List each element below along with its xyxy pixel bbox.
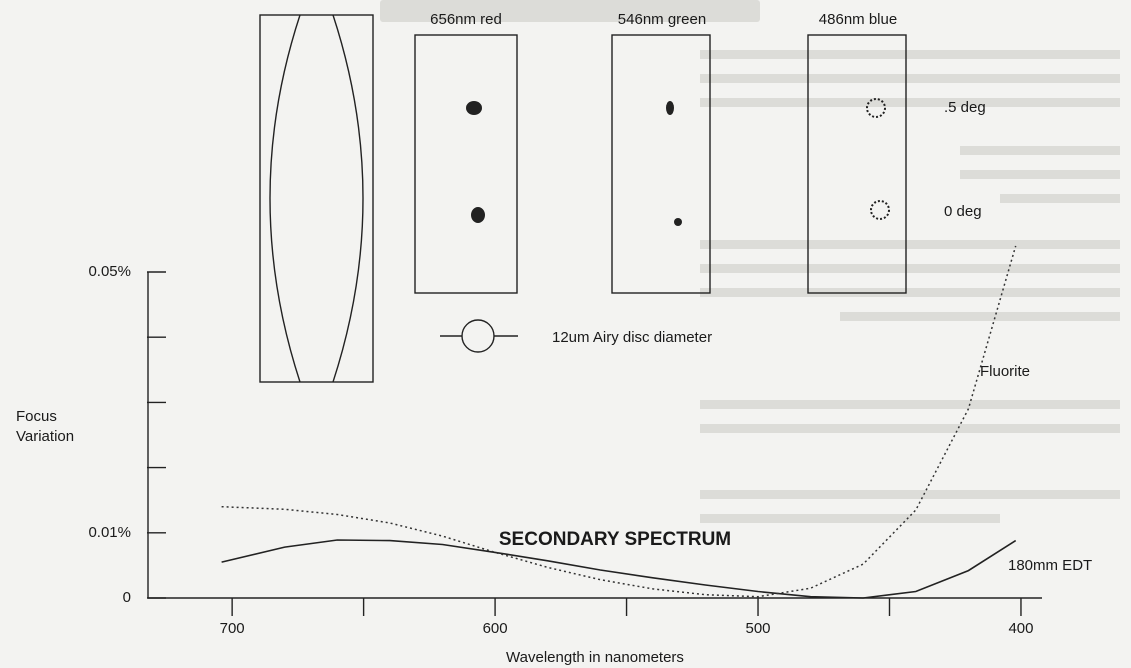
- faint-line: [700, 424, 1120, 433]
- field-label: .5 deg: [944, 99, 986, 116]
- chart-title: SECONDARY SPECTRUM: [499, 529, 731, 550]
- background-text: [380, 0, 1120, 523]
- lens-drawing: [259, 14, 374, 383]
- panel-label: 656nm red: [430, 11, 502, 28]
- series-line: [221, 245, 1017, 598]
- x-tick-label: 400: [1008, 620, 1033, 637]
- spot: [870, 200, 890, 220]
- x-axis-label: Wavelength in nanometers: [506, 649, 684, 666]
- spot: [471, 207, 485, 223]
- series-line: [221, 539, 1017, 599]
- lens-frame: [259, 14, 374, 383]
- series-label: 180mm EDT: [1008, 557, 1092, 574]
- faint-line: [700, 264, 1120, 273]
- faint-heading: [380, 0, 760, 22]
- spot: [866, 98, 886, 118]
- spot: [466, 101, 482, 115]
- faint-line: [840, 312, 1120, 321]
- faint-line: [1000, 194, 1120, 203]
- faint-line: [960, 146, 1120, 155]
- spot-panel: [414, 34, 518, 294]
- spot-panel: [611, 34, 711, 294]
- faint-line: [700, 490, 1120, 499]
- y-tick-label: 0.01%: [88, 524, 131, 541]
- x-tick-label: 600: [483, 620, 508, 637]
- faint-line: [700, 400, 1120, 409]
- airy-disc: [461, 319, 495, 353]
- x-tick-label: 700: [220, 620, 245, 637]
- panel-label: 486nm blue: [819, 11, 897, 28]
- y-tick-label: 0.05%: [88, 263, 131, 280]
- faint-line: [700, 288, 1120, 297]
- faint-line: [960, 170, 1120, 179]
- y-axis-label: Variation: [16, 428, 74, 445]
- spot: [674, 218, 682, 226]
- spot-diagrams: 656nm red 546nm green 486nm blue .5 deg …: [414, 11, 986, 353]
- x-tick-label: 500: [746, 620, 771, 637]
- field-label: 0 deg: [944, 203, 982, 220]
- panel-label: 546nm green: [618, 11, 706, 28]
- series-label: Fluorite: [980, 363, 1030, 380]
- lens-shape: [269, 14, 364, 383]
- spot: [666, 101, 674, 115]
- spot-panel: [807, 34, 907, 294]
- airy-label: 12um Airy disc diameter: [552, 329, 712, 346]
- faint-line: [700, 74, 1120, 83]
- y-tick-label: 0: [123, 589, 131, 606]
- faint-line: [700, 514, 1000, 523]
- faint-line: [700, 240, 1120, 249]
- faint-line: [700, 50, 1120, 59]
- y-axis-label: Focus: [16, 408, 57, 425]
- faint-line: [700, 98, 1120, 107]
